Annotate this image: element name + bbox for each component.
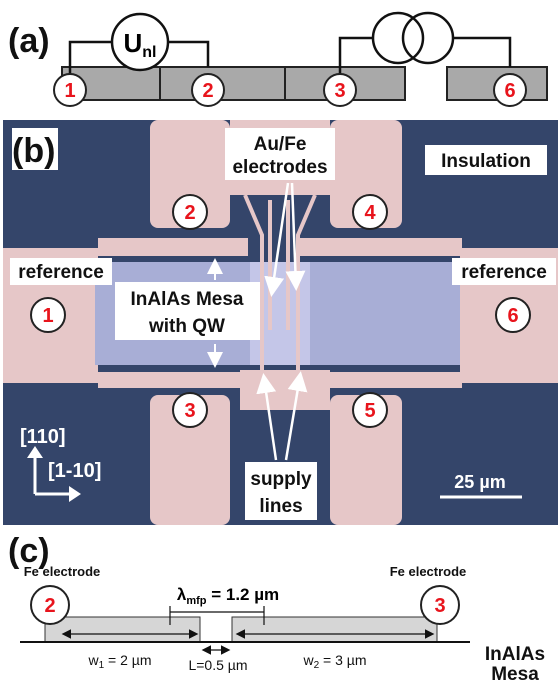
contact-number: 6 xyxy=(504,80,515,102)
annotation: Au/Fe xyxy=(254,134,307,155)
annotation: Fe electrode xyxy=(390,564,467,579)
scale-label: 25 µm xyxy=(454,472,505,492)
electrode xyxy=(45,617,200,642)
panel-label: (b) xyxy=(12,132,55,170)
contact-number: 3 xyxy=(184,400,195,422)
pad xyxy=(160,67,292,100)
contact-number: 2 xyxy=(44,595,55,617)
panel-c: (c) Fe electrode Fe electrode 2 3 λmfp =… xyxy=(8,532,545,685)
contact-number: 3 xyxy=(334,80,345,102)
contact-number: 4 xyxy=(364,202,376,224)
panel-a: (a) Unl 1 2 3 6 xyxy=(8,13,547,106)
annotation: reference xyxy=(461,262,547,283)
direction-label: [1-10] xyxy=(48,460,101,482)
annotation: with QW xyxy=(148,316,225,337)
current-source xyxy=(403,13,453,63)
contact-number: 1 xyxy=(64,80,75,102)
width-label: w1 = 2 µm xyxy=(87,652,151,671)
contact-number: 3 xyxy=(434,595,445,617)
mfp-label: λmfp = 1.2 µm xyxy=(177,585,279,607)
direction-label: [110] xyxy=(20,426,66,448)
value: = 3 µm xyxy=(319,652,366,668)
annotation: InAlAs Mesa xyxy=(131,289,244,310)
current-source xyxy=(373,13,423,63)
annotation: InAlAs xyxy=(485,644,545,665)
value: = 2 µm xyxy=(104,652,151,668)
contact-number: 6 xyxy=(507,305,518,327)
annotation: electrodes xyxy=(232,157,327,178)
annotation: supply xyxy=(250,469,312,490)
contact-number: 2 xyxy=(202,80,213,102)
contact-number: 2 xyxy=(184,202,195,224)
panel-label: (a) xyxy=(8,22,50,60)
contact-number: 1 xyxy=(42,305,53,327)
symbol: U xyxy=(124,28,143,58)
width-label: w2 = 3 µm xyxy=(302,652,366,671)
annotation: Insulation xyxy=(441,151,531,172)
annotation: Fe electrode xyxy=(24,564,101,579)
subscript: nl xyxy=(142,44,156,61)
panel-b: (b) Au/Fe electrodes Insulation referenc… xyxy=(3,120,558,525)
gap-label: L=0.5 µm xyxy=(188,657,247,673)
annotation: lines xyxy=(259,496,302,517)
electrode xyxy=(232,617,437,642)
annotation: reference xyxy=(18,262,104,283)
subscript: mfp xyxy=(186,595,206,607)
value: = 1.2 µm xyxy=(207,585,280,604)
contact-number: 5 xyxy=(364,400,375,422)
figure: (a) Unl 1 2 3 6 xyxy=(0,0,560,690)
annotation: Mesa xyxy=(491,664,539,685)
